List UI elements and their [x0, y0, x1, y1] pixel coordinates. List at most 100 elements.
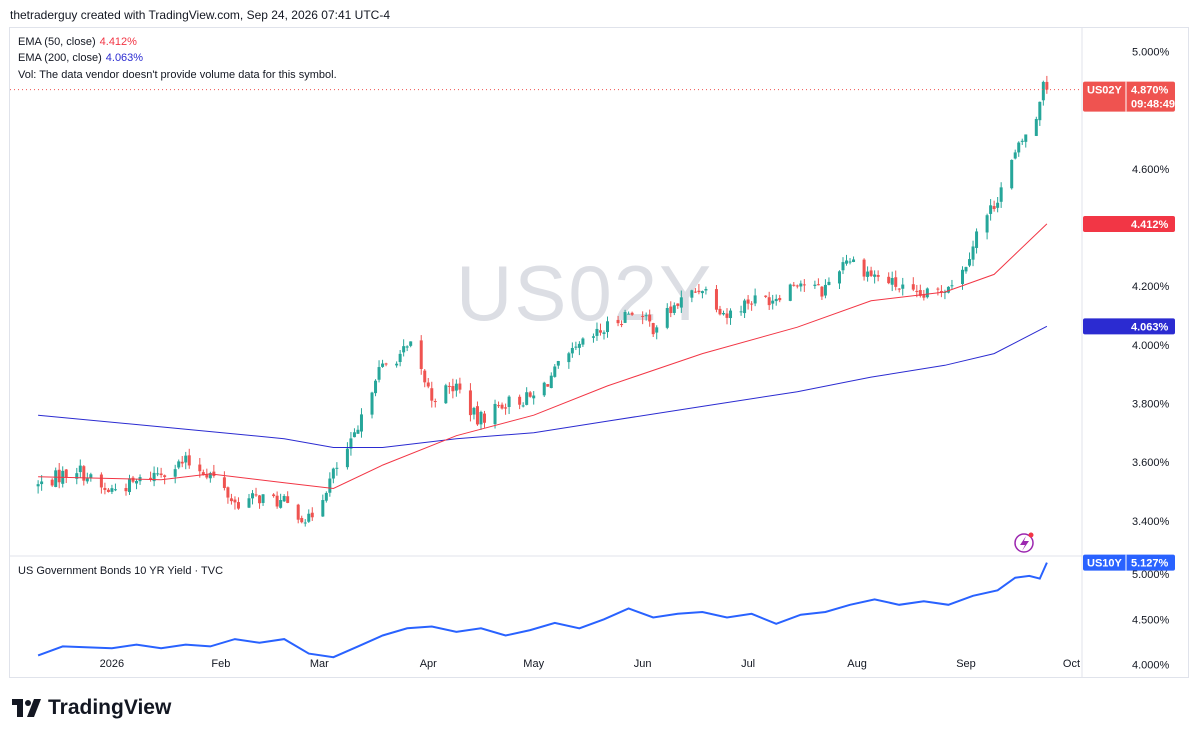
candle-body: [901, 284, 905, 289]
candle-body: [451, 385, 455, 392]
candle-body: [915, 290, 919, 292]
candle-body: [837, 271, 841, 284]
candle-body: [739, 311, 743, 313]
legend-ema50[interactable]: EMA (50, close) 4.412%: [18, 36, 137, 48]
price-axis-tick: 4.600%: [1132, 164, 1170, 176]
time-axis-tick: 2026: [100, 658, 124, 670]
legend-ema50-label: EMA (50, close): [18, 36, 96, 48]
price-tag-countdown: 09:48:49: [1131, 99, 1175, 111]
tradingview-logo[interactable]: TradingView: [12, 696, 171, 720]
candle-body: [272, 494, 276, 497]
candle-body: [99, 474, 103, 488]
candle-body: [497, 405, 501, 407]
candle-body: [887, 276, 891, 284]
candle-body: [989, 205, 993, 214]
candle-body: [911, 284, 915, 290]
candle-body: [212, 471, 216, 476]
candle-body: [482, 413, 486, 423]
time-axis-tick: Jun: [634, 658, 652, 670]
candle-body: [606, 321, 610, 333]
candle-body: [598, 330, 602, 333]
candle-body: [286, 496, 290, 503]
candle-body: [282, 496, 286, 502]
candle-body: [725, 313, 729, 318]
tradingview-brand: TradingView: [48, 696, 172, 719]
candle-body: [697, 290, 701, 293]
candle-body: [504, 407, 508, 409]
candle-body: [447, 385, 451, 387]
candle-body: [985, 215, 989, 233]
last-price-tag[interactable]: [1083, 81, 1175, 112]
candle-body: [866, 271, 870, 277]
lightning-icon-ring[interactable]: [1014, 533, 1034, 553]
candle-body: [521, 405, 525, 407]
candle-body: [430, 388, 434, 401]
price-axis-tick: 4.200%: [1132, 281, 1170, 293]
legend-ema200[interactable]: EMA (200, close) 4.063%: [18, 52, 143, 64]
candle-body: [356, 429, 360, 434]
candle-body: [556, 360, 560, 366]
ema200-tag[interactable]: [1083, 318, 1175, 335]
candle-body: [802, 284, 806, 286]
candle-body: [159, 473, 163, 476]
time-axis-tick: Aug: [847, 658, 867, 670]
candle-body: [64, 469, 68, 478]
price-axis-tick: 4.000%: [1132, 340, 1170, 352]
candle-body: [198, 464, 202, 472]
candle-body: [852, 259, 856, 262]
us10y-tag-value: 5.127%: [1131, 558, 1169, 570]
ema50-tag[interactable]: [1083, 215, 1175, 232]
candle-body: [454, 383, 458, 391]
candle-body: [665, 308, 669, 328]
candle-body: [999, 187, 1003, 202]
us10y-tag[interactable]: [1083, 554, 1175, 571]
candle-body: [894, 277, 898, 287]
candle-body: [258, 495, 262, 504]
candle-body: [655, 327, 659, 333]
chart-frame: [9, 27, 1189, 678]
candle-body: [750, 303, 754, 305]
candle-body: [897, 288, 901, 290]
chart-attribution: thetraderguy created with TradingView.co…: [10, 8, 390, 22]
candle-body: [890, 278, 894, 285]
candle-body: [996, 202, 1000, 208]
candle-body: [433, 401, 437, 403]
candle-body: [321, 500, 325, 517]
candle-body: [627, 313, 631, 315]
candle-body: [128, 478, 132, 493]
candle-body: [247, 498, 251, 508]
candle-body: [261, 494, 265, 503]
price-tag-symbol: US02Y: [1087, 85, 1123, 97]
candle-body: [862, 259, 866, 277]
candle-body: [279, 500, 283, 508]
candle-body: [771, 300, 775, 304]
candle-body: [641, 315, 645, 317]
ema50-tag-value: 4.412%: [1131, 219, 1169, 231]
candle-body: [1020, 140, 1024, 142]
candle-body: [395, 363, 399, 366]
candle-body: [405, 346, 409, 348]
candle-body: [925, 288, 929, 298]
candle-body: [743, 300, 747, 314]
candle-body: [374, 380, 378, 394]
candle-body: [975, 231, 979, 248]
legend-ema200-label: EMA (200, close): [18, 52, 102, 64]
candle-body: [721, 313, 725, 315]
candle-body: [307, 513, 311, 522]
candle-body: [718, 308, 722, 315]
candle-body: [458, 383, 462, 390]
lower-pane-title[interactable]: US Government Bonds 10 YR Yield · TVC: [18, 565, 224, 577]
candle-body: [152, 472, 156, 482]
candle-body: [135, 480, 139, 484]
candle-body: [106, 489, 110, 492]
candle-body: [472, 407, 476, 415]
candle-body: [377, 367, 381, 380]
candle-body: [328, 478, 332, 493]
candle-body: [764, 295, 768, 297]
lower-axis-tick: 4.000%: [1132, 659, 1170, 671]
candle-body: [651, 323, 655, 335]
ema200-tag-value: 4.063%: [1131, 321, 1169, 333]
candle-body: [163, 475, 167, 477]
candle-body: [110, 488, 114, 492]
